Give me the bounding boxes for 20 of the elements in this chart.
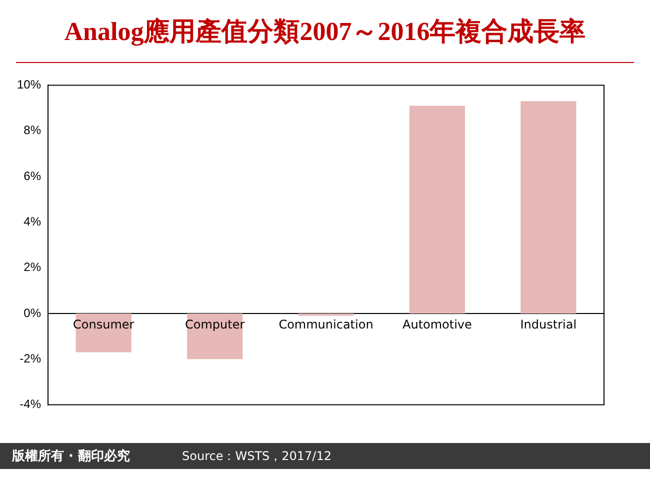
- y-tick-label: 10%: [16, 78, 42, 92]
- y-tick-label: -4%: [20, 397, 42, 412]
- y-tick-label: 0%: [24, 306, 42, 320]
- y-tick-label: 2%: [24, 260, 42, 274]
- x-tick-label: Computer: [184, 318, 245, 332]
- bar: [187, 313, 243, 360]
- y-tick-label: 6%: [24, 168, 42, 183]
- y-tick-label: -2%: [20, 351, 42, 366]
- bar: [520, 101, 576, 314]
- x-tick-label: Communication: [278, 318, 374, 332]
- text: 版權所有 · 翻印必究: [10, 448, 131, 465]
- chart-title: Analog應用產值分類2007～2016年複合成長率: [63, 16, 587, 48]
- source-note: Source：WSTS，2017/12: [182, 448, 332, 464]
- x-tick-label: Industrial: [520, 318, 577, 332]
- y-tick-label: 4%: [24, 214, 42, 228]
- bar: [298, 313, 354, 316]
- x-tick-label: Consumer: [73, 318, 134, 332]
- y-tick-label: 8%: [24, 123, 42, 138]
- bar: [409, 106, 466, 314]
- x-tick-label: Automotive: [402, 318, 472, 332]
